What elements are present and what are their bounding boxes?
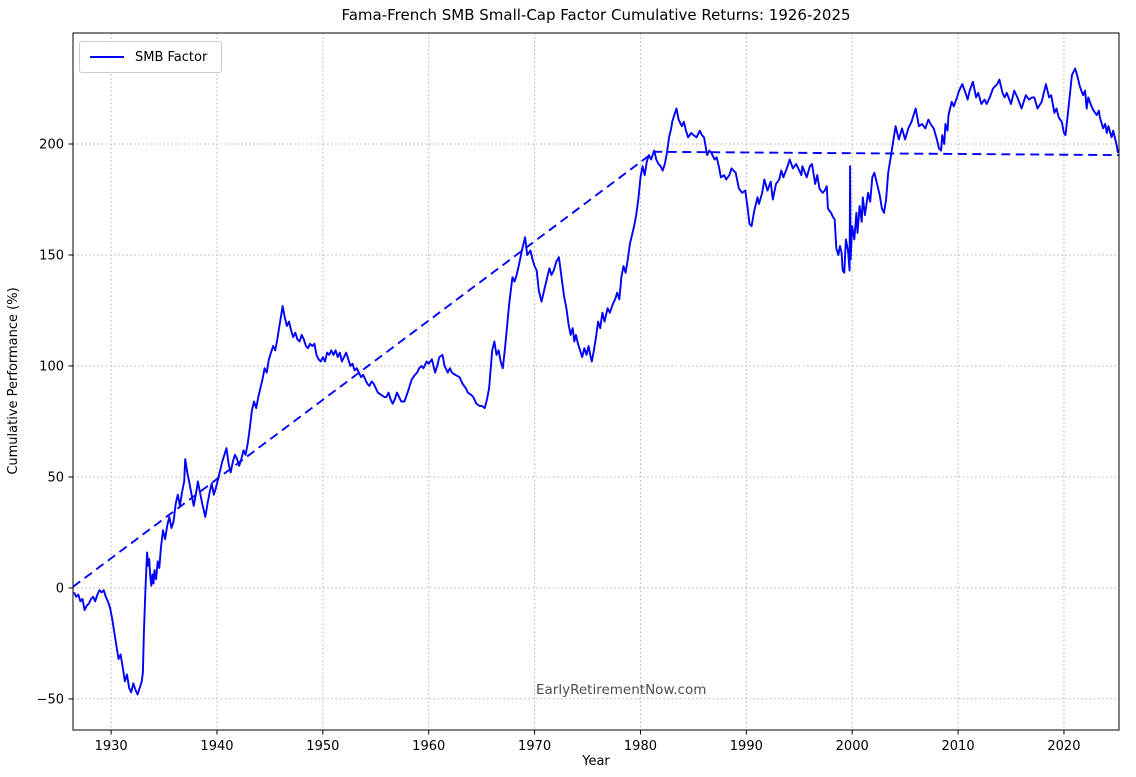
y-tick-label-50: 50 (47, 470, 64, 485)
series-trend-line (72, 150, 1120, 588)
legend: SMB Factor (79, 41, 223, 73)
y-tick-label-0: 0 (56, 581, 64, 596)
y-tick-label-200: 200 (39, 137, 64, 152)
series-smb-factor (73, 67, 1119, 696)
y-tick-label--50: −50 (37, 692, 64, 707)
x-tick-label-2010: 2010 (942, 739, 975, 754)
x-tick-label-2000: 2000 (836, 739, 869, 754)
y-tick-label-100: 100 (39, 359, 64, 374)
x-tick-label-1980: 1980 (624, 739, 657, 754)
x-tick-label-1950: 1950 (306, 739, 339, 754)
x-tick-label-1960: 1960 (412, 739, 445, 754)
x-tick-label-1930: 1930 (95, 739, 128, 754)
x-tick-label-1970: 1970 (518, 739, 551, 754)
x-tick-label-1990: 1990 (730, 739, 763, 754)
chart-title: Fama-French SMB Small-Cap Factor Cumulat… (341, 6, 851, 24)
x-tick-label-2020: 2020 (1047, 739, 1080, 754)
x-axis-label: Year (582, 754, 610, 769)
y-axis-label: Cumulative Performance (%) (6, 287, 21, 475)
legend-label: SMB Factor (135, 49, 208, 65)
y-tick-label-150: 150 (39, 248, 64, 263)
watermark: EarlyRetirementNow.com (536, 682, 707, 698)
legend-line-sample (90, 55, 124, 59)
x-tick-label-1940: 1940 (200, 739, 233, 754)
axes-spines (72, 32, 1120, 731)
